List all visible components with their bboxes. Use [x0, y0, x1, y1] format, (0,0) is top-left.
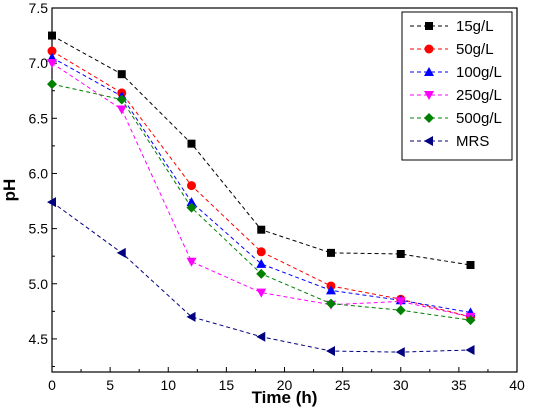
data-point: [116, 94, 127, 105]
data-point: [396, 249, 405, 258]
data-point: [187, 139, 196, 148]
data-point: [47, 79, 57, 90]
y-axis-title: pH: [0, 179, 19, 202]
data-point: [117, 70, 126, 79]
data-point: [116, 105, 127, 115]
data-point: [256, 268, 267, 279]
data-point: [186, 311, 196, 322]
legend-item: 100g/L: [410, 64, 502, 81]
legend-marker: [424, 44, 434, 54]
series-mrs: [47, 197, 475, 358]
data-point: [186, 257, 197, 267]
y-tick-label: 5.0: [29, 276, 49, 292]
legend-item: 50g/L: [410, 41, 494, 58]
x-tick-label: 0: [48, 377, 56, 393]
data-point: [395, 305, 406, 316]
legend-label: 100g/L: [456, 64, 502, 81]
data-point: [395, 347, 405, 358]
legend-item: 500g/L: [410, 110, 502, 127]
legend-label: 50g/L: [456, 41, 494, 58]
y-tick-label: 5.5: [29, 221, 49, 237]
x-axis-title: Time (h): [252, 388, 318, 407]
x-tick-label: 5: [106, 377, 114, 393]
data-point: [395, 297, 406, 307]
data-point: [465, 344, 475, 355]
legend: 15g/L 50g/L 100g/L 250g/L 500g/L MRS: [401, 11, 513, 161]
x-tick-label: 30: [393, 377, 409, 393]
y-tick-label: 7.5: [29, 0, 49, 16]
data-point: [47, 59, 57, 69]
data-point: [186, 197, 197, 207]
data-point: [326, 298, 336, 309]
legend-label: MRS: [456, 133, 489, 150]
data-point: [47, 46, 57, 56]
data-point: [187, 181, 196, 191]
y-axis-ticks: 4.5 5.0 5.5 6.0 6.5 7.0 7.5: [29, 0, 57, 367]
data-point: [256, 258, 267, 268]
data-point: [256, 331, 266, 342]
y-tick-label: 6.5: [29, 110, 49, 126]
data-point: [257, 225, 266, 234]
series-layer: [47, 31, 476, 358]
y-tick-label: 6.0: [29, 165, 49, 181]
data-point: [326, 285, 336, 295]
x-tick-label: 15: [219, 377, 235, 393]
legend-marker: [424, 136, 433, 146]
data-point: [327, 248, 335, 257]
legend-item: 15g/L: [410, 18, 494, 35]
x-axis-ticks: 0 5 10 15 20 25 30 35 40: [48, 367, 525, 393]
x-tick-label: 35: [451, 377, 467, 393]
legend-label: 250g/L: [456, 87, 502, 104]
legend-marker: [425, 22, 433, 30]
legend-item: 250g/L: [410, 87, 502, 104]
legend-label: 15g/L: [456, 18, 494, 35]
data-point: [256, 288, 267, 298]
x-tick-label: 20: [277, 377, 293, 393]
legend-marker: [424, 67, 434, 76]
y-tick-label: 4.5: [29, 331, 49, 347]
data-point: [466, 261, 475, 270]
x-tick-label: 40: [509, 377, 525, 393]
data-point: [256, 247, 266, 257]
data-point: [48, 31, 56, 40]
data-point: [465, 315, 476, 326]
series-15g-l: [48, 31, 475, 270]
legend-marker: [424, 113, 434, 123]
data-point: [47, 197, 56, 208]
data-point: [186, 202, 197, 213]
legend-item: MRS: [410, 133, 489, 150]
data-point: [326, 346, 335, 357]
data-point: [116, 247, 126, 258]
y-tick-label: 7.0: [29, 55, 49, 71]
x-tick-label: 25: [335, 377, 351, 393]
legend-label: 500g/L: [456, 110, 502, 127]
series-500g-l: [47, 79, 476, 326]
legend-marker: [424, 91, 434, 100]
legend-box: [401, 11, 513, 161]
x-tick-label: 10: [160, 377, 176, 393]
